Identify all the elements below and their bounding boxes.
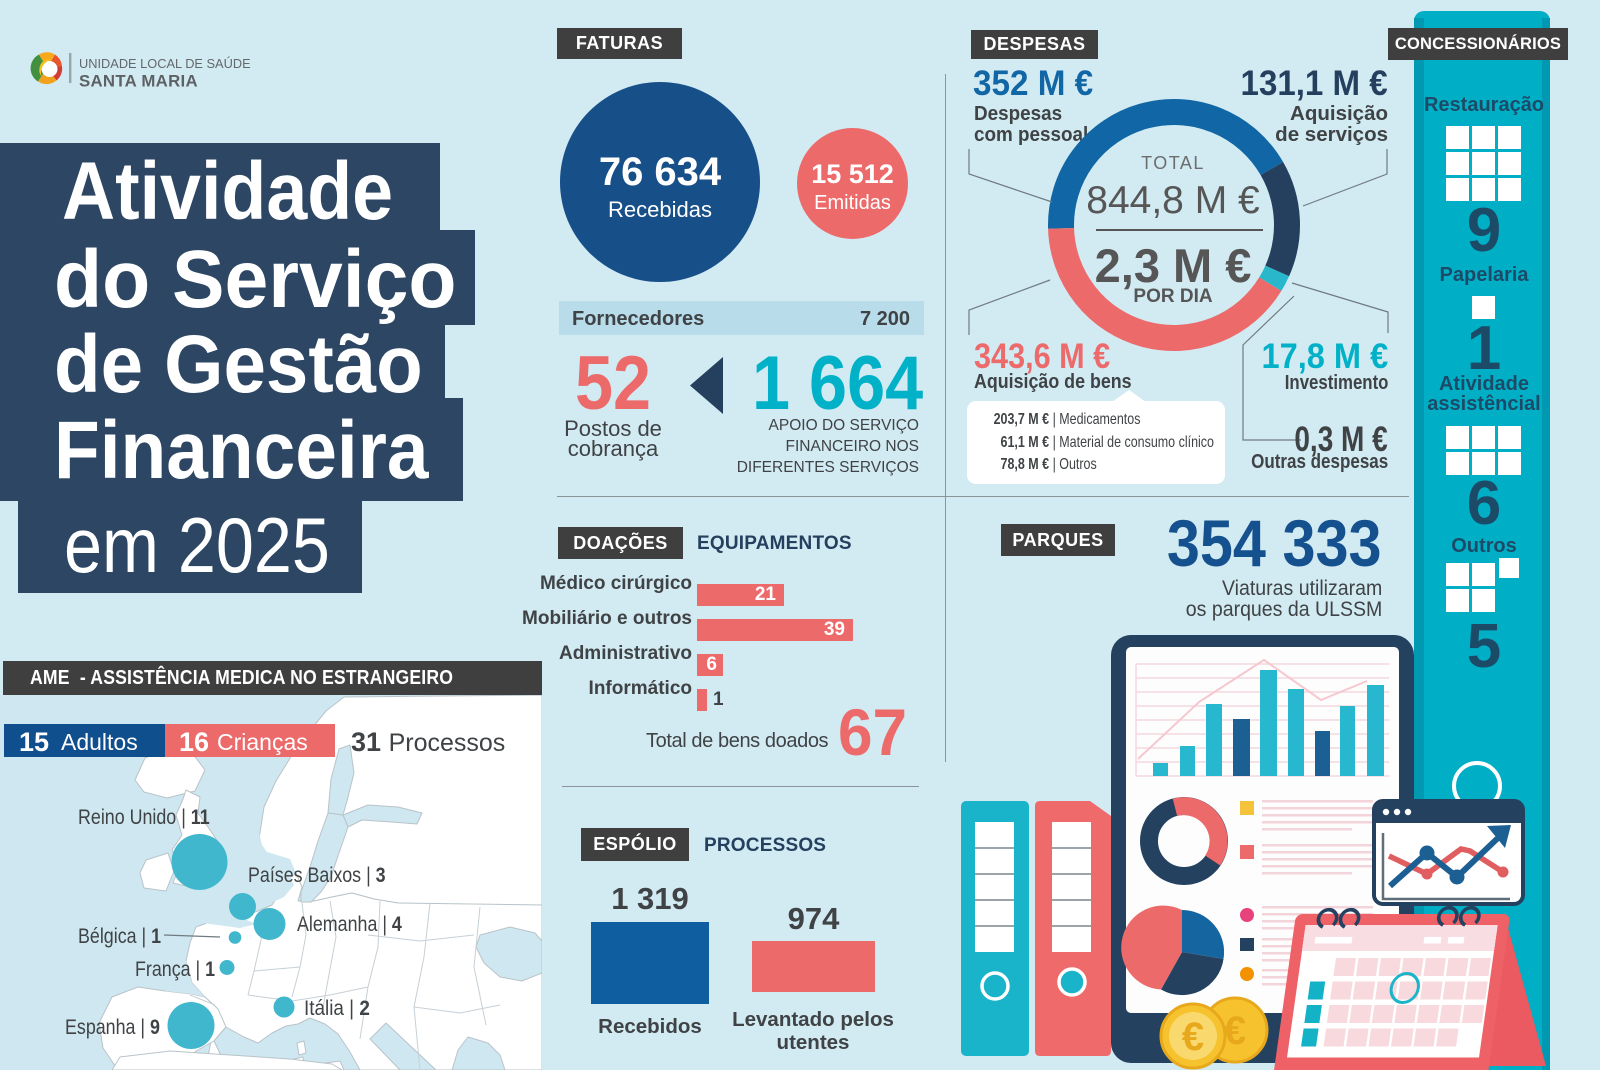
svg-text:€: € — [1182, 1015, 1204, 1059]
svg-text:€: € — [1224, 1009, 1246, 1053]
svg-text:SANTA MARIA: SANTA MARIA — [79, 72, 198, 91]
svg-text:UNIDADE LOCAL DE SAÚDE: UNIDADE LOCAL DE SAÚDE — [79, 56, 251, 71]
